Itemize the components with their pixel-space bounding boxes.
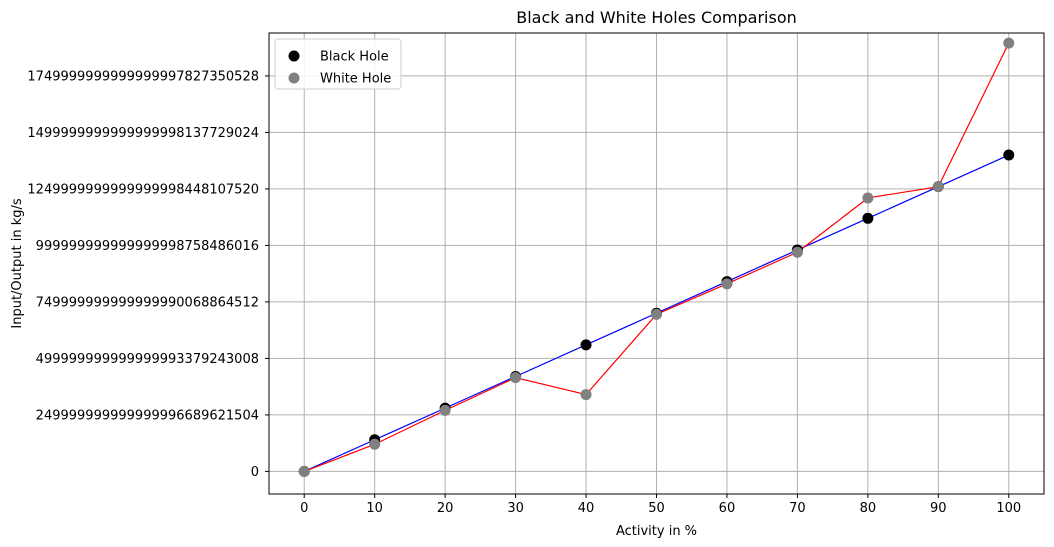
y-tick-label: 499999999999999993379243008	[36, 352, 259, 367]
x-tick-label: 50	[648, 501, 665, 516]
chart-title: Black and White Holes Comparison	[516, 8, 797, 27]
x-tick-label: 90	[930, 501, 947, 516]
legend-box	[274, 38, 402, 90]
y-axis-title: Input/Output in kg/s	[10, 198, 25, 328]
data-point-series-1	[580, 389, 592, 401]
x-tick-label: 60	[719, 501, 736, 516]
y-tick-label: 1749999999999999997827350528	[27, 69, 259, 84]
y-tick-label: 1499999999999999998137729024	[27, 126, 259, 141]
data-point-series-1	[862, 192, 874, 204]
x-tick-label: 80	[860, 501, 877, 516]
x-tick-label: 20	[437, 501, 454, 516]
data-point-series-0	[1003, 149, 1015, 161]
x-tick-label: 100	[996, 501, 1021, 516]
data-point-series-1	[369, 438, 381, 450]
data-point-series-0	[862, 212, 874, 224]
y-tick-label: 1249999999999999998448107520	[27, 182, 259, 197]
legend-marker	[288, 72, 300, 84]
x-tick-label: 70	[789, 501, 806, 516]
x-tick-label: 10	[366, 501, 383, 516]
y-tick-label: 249999999999999996689621504	[36, 408, 259, 423]
data-point-series-1	[1003, 37, 1015, 49]
y-tick-label: 0	[251, 465, 259, 480]
y-axis-ticks: 0 249999999999999996689621504 499999999999…	[27, 69, 269, 480]
data-point-series-1	[932, 181, 944, 193]
x-axis-ticks: 0 10 20 30 40 50 60 70 80 90 100	[300, 494, 1021, 516]
data-point-series-1	[439, 404, 451, 416]
data-point-series-1	[651, 308, 662, 320]
y-tick-label: 999999999999999998758486016	[36, 239, 259, 254]
x-axis-title: Activity in %	[616, 524, 697, 539]
x-tick-label: 40	[578, 501, 595, 516]
legend-label: White Hole	[320, 72, 391, 87]
legend: Black Hole White Hole	[274, 38, 402, 90]
x-tick-label: 30	[507, 501, 524, 516]
data-point-series-1	[298, 465, 310, 477]
legend-label: Black Hole	[320, 50, 389, 65]
data-point-series-1	[510, 372, 522, 384]
data-point-series-1	[721, 278, 733, 290]
series-points	[298, 37, 1015, 477]
grid	[269, 33, 1044, 494]
data-point-series-0	[580, 339, 592, 351]
legend-marker	[288, 50, 300, 62]
y-tick-label: 749999999999999990068864512	[36, 295, 259, 310]
x-tick-label: 0	[300, 501, 308, 516]
data-point-series-1	[791, 246, 803, 258]
